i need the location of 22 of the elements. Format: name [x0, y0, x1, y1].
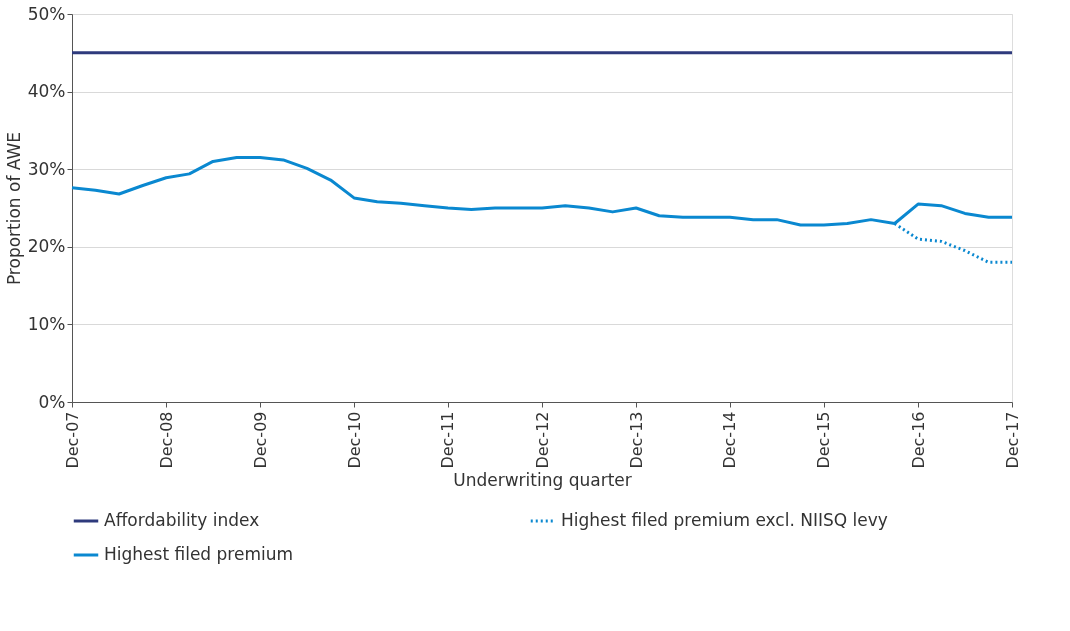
x-tick-label: Dec-11	[438, 411, 458, 469]
y-tick-label: 30%	[27, 158, 66, 179]
x-tick-label: Dec-10	[344, 411, 364, 469]
y-tick-label: 0%	[38, 391, 66, 412]
y-tick-label: 40%	[27, 81, 66, 102]
x-tick-label: Dec-14	[720, 411, 740, 469]
x-tick-label: Dec-15	[814, 411, 834, 469]
x-tick-label: Dec-17	[1002, 411, 1022, 469]
x-tick-label: Dec-16	[908, 411, 928, 469]
x-tick-label: Dec-07	[62, 411, 82, 469]
x-tick-label: Dec-09	[250, 411, 270, 469]
legend-label: Highest filed premium excl. NIISQ levy	[561, 510, 888, 530]
x-tick-label: Dec-08	[156, 411, 176, 469]
y-tick-label: 50%	[27, 3, 66, 24]
y-tick-label: 20%	[27, 236, 66, 257]
y-tick-label: 10%	[27, 313, 66, 334]
legend-label: Affordability index	[104, 510, 260, 530]
x-axis-title: Underwriting quarter	[453, 469, 632, 490]
legend-label: Highest filed premium	[104, 544, 294, 564]
x-tick-label: Dec-12	[532, 411, 552, 469]
y-axis-title: Proportion of AWE	[3, 131, 24, 286]
x-tick-label: Dec-13	[626, 411, 646, 469]
